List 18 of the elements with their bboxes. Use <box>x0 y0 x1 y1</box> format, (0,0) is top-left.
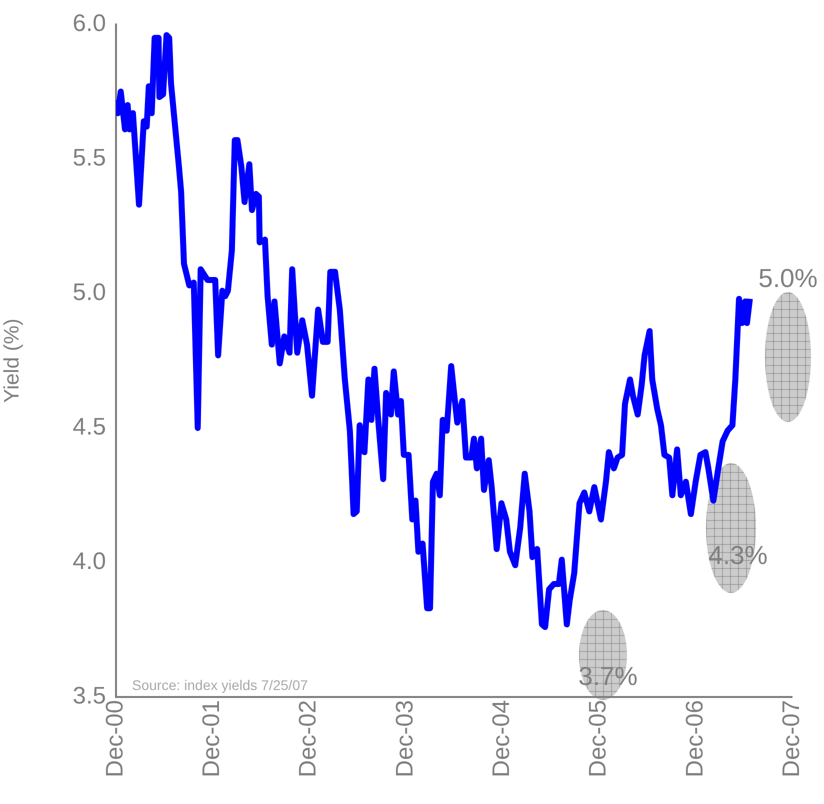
y-tick-label: 5.5 <box>72 144 106 172</box>
x-tick-label: Dec-07 <box>778 700 805 778</box>
y-tick-label: 4.0 <box>72 548 106 576</box>
y-tick-label: 5.0 <box>72 279 106 306</box>
x-tick-label: Dec-03 <box>391 700 418 778</box>
x-tick-label: Dec-06 <box>681 700 708 778</box>
annotation: 4.3% <box>708 540 768 570</box>
x-tick-label: Dec-05 <box>584 700 612 778</box>
annotation: 3.7% <box>578 661 638 692</box>
y-tick-label: 3.5 <box>72 682 106 710</box>
x-tick-label: Dec-02 <box>294 700 322 778</box>
x-tick-label: Dec-01 <box>198 700 226 778</box>
y-axis-title: Yield (%) <box>0 318 24 403</box>
annotation: Source: index yields 7/25/07 <box>132 676 308 693</box>
y-tick-label: 4.5 <box>72 414 106 441</box>
annotation: 5.0% <box>758 263 818 294</box>
y-tick-label: 6.0 <box>72 10 106 38</box>
x-tick-label: Dec-04 <box>488 700 516 778</box>
